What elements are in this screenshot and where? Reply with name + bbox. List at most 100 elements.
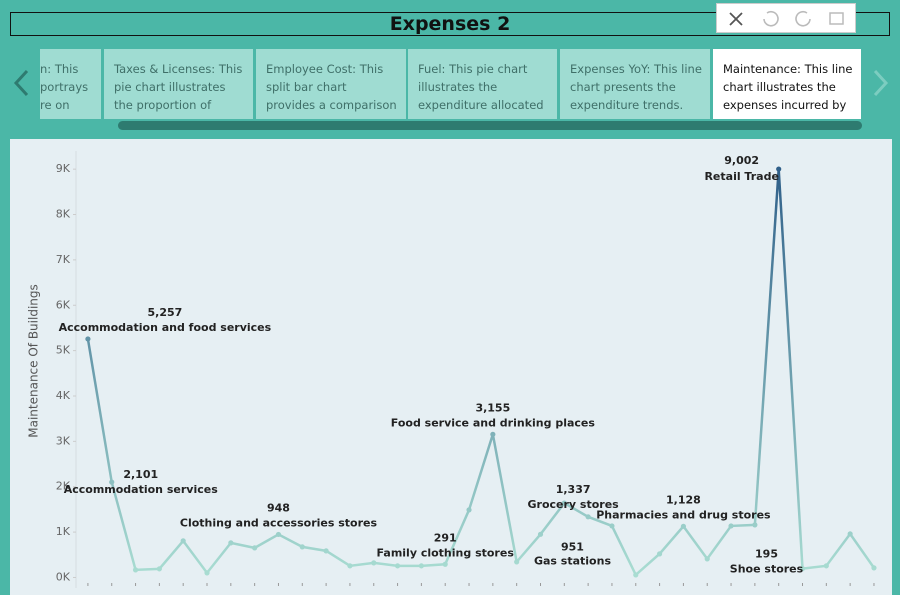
category-label: Accommodation services: [64, 483, 218, 496]
y-axis-title: Maintenance Of Buildings: [27, 284, 41, 438]
card-text: illustrates the: [418, 80, 498, 94]
data-point: [561, 500, 567, 506]
data-point: [252, 545, 258, 551]
card-text: the proportion of: [114, 98, 212, 112]
card-text: chart presents the: [570, 80, 676, 94]
category-label: Gas stations: [534, 554, 611, 567]
data-label: 3,155: [475, 401, 510, 414]
card-text: expenditure trends.: [570, 98, 684, 112]
data-point: [323, 548, 329, 554]
data-point: [704, 556, 710, 562]
card-text: n: This: [40, 62, 79, 76]
story-card[interactable]: Expenses YoY: This line chart presents th…: [560, 49, 710, 119]
scrollbar[interactable]: [118, 121, 862, 130]
y-tick-label: 7K: [56, 253, 71, 266]
data-point: [490, 431, 496, 437]
data-label: 2,101: [123, 468, 158, 481]
data-point: [442, 561, 448, 567]
next-arrow[interactable]: [870, 68, 890, 98]
story-card[interactable]: Maintenance: This line chart illustrates …: [713, 49, 861, 119]
card-text: split bar chart: [266, 80, 347, 94]
data-point: [514, 559, 520, 565]
y-tick-label: 9K: [56, 162, 71, 175]
data-point: [275, 531, 282, 538]
story-card[interactable]: Fuel: This pie chart illustrates the expen…: [408, 49, 557, 119]
y-tick-label: 3K: [56, 434, 71, 447]
data-point: [132, 567, 139, 573]
card-text: Expenses YoY: This line: [570, 62, 702, 76]
data-point: [871, 565, 877, 571]
data-label: 9,002: [724, 154, 759, 167]
y-tick-label: 0K: [56, 570, 71, 583]
redo-button[interactable]: [795, 10, 811, 27]
data-point: [180, 538, 186, 544]
card-text: pie chart illustrates: [114, 80, 226, 94]
category-label: Shoe stores: [730, 563, 804, 576]
y-tick-label: 8K: [56, 208, 71, 221]
data-point: [109, 479, 115, 485]
card-text: portrays: [40, 80, 89, 94]
data-point: [609, 523, 615, 529]
y-tick-label: 1K: [56, 525, 71, 538]
toolbar: [716, 3, 856, 33]
data-point: [752, 522, 758, 528]
data-label: 948: [267, 501, 290, 514]
data-point: [371, 560, 377, 566]
story-carousel: n: This portrays re on Taxes & Licenses: Th…: [40, 49, 861, 119]
category-label: Food service and drinking places: [391, 416, 596, 429]
story-card[interactable]: n: This portrays re on: [40, 49, 101, 119]
data-line: [86, 168, 875, 577]
data-label: 195: [755, 548, 778, 561]
category-label: Grocery stores: [528, 498, 620, 511]
data-point: [847, 531, 853, 537]
category-label: Pharmacies and drug stores: [596, 508, 771, 521]
data-label: 5,257: [148, 306, 183, 319]
data-label: 1,128: [666, 493, 701, 506]
card-text: provides a comparison: [266, 98, 397, 112]
undo-button[interactable]: [763, 10, 779, 27]
data-point: [799, 566, 806, 572]
data-point: [466, 507, 472, 513]
reset-button[interactable]: [829, 12, 844, 25]
category-label: Accommodation and food services: [59, 321, 272, 334]
card-text: expenses incurred by: [723, 98, 847, 112]
y-tick-label: 4K: [56, 389, 71, 402]
data-point: [394, 563, 401, 569]
y-tick-label: 5K: [56, 344, 71, 357]
story-card[interactable]: Taxes & Licenses: This pie chart illustra…: [104, 49, 253, 119]
prev-arrow[interactable]: [12, 68, 32, 98]
data-point: [537, 531, 544, 537]
data-point: [823, 563, 829, 569]
story-card[interactable]: Employee Cost: This split bar chart provid…: [256, 49, 406, 119]
chart: Maintenance Of Buildings 0K 1K 2K 3K 4K 5K 6K 7…: [10, 139, 892, 595]
chart-background: [10, 139, 892, 595]
category-label: Retail Trade: [704, 170, 778, 183]
data-label: 1,337: [556, 483, 591, 496]
close-button[interactable]: [729, 12, 743, 26]
card-text: expenditure allocated: [418, 98, 544, 112]
data-point: [85, 336, 91, 342]
y-tick-label: 2K: [56, 480, 71, 493]
y-tick-label: 6K: [56, 298, 71, 311]
data-point: [156, 566, 162, 572]
data-point: [347, 563, 353, 569]
dashboard-title: Expenses 2: [10, 12, 890, 36]
category-label: Clothing and accessories stores: [180, 516, 378, 529]
card-text: Employee Cost: This: [266, 62, 384, 76]
data-point: [656, 551, 663, 557]
data-point: [585, 514, 591, 520]
data-point: [680, 523, 687, 529]
card-text: chart illustrates the: [723, 80, 836, 94]
card-text: Taxes & Licenses: This: [114, 62, 243, 76]
card-text: Maintenance: This line: [723, 62, 853, 76]
data-point: [633, 572, 639, 578]
card-text: re on: [40, 98, 70, 112]
data-label: 951: [561, 540, 584, 553]
data-point: [228, 540, 234, 546]
toolbar-icons: [729, 10, 844, 27]
data-point: [204, 570, 210, 576]
category-label: Family clothing stores: [377, 546, 515, 559]
card-text: Fuel: This pie chart: [418, 62, 528, 76]
data-label: 291: [434, 531, 457, 544]
